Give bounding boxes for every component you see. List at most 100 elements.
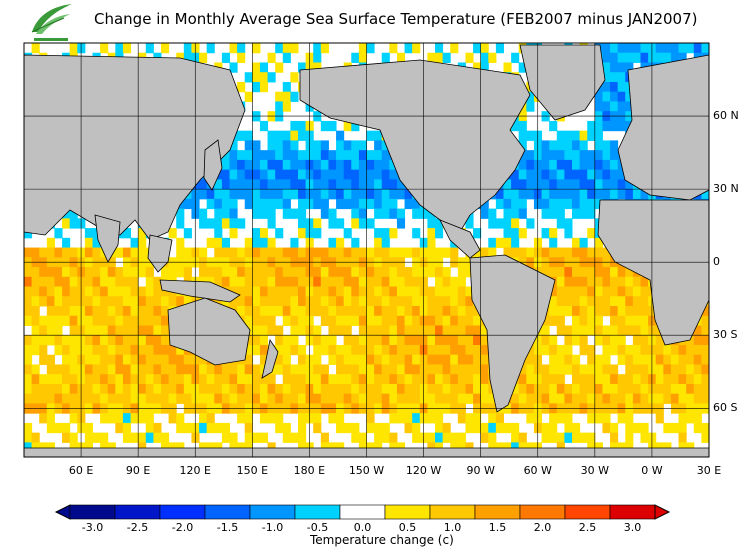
sst-cell bbox=[701, 43, 709, 54]
sst-cell bbox=[275, 159, 284, 171]
sst-cell bbox=[625, 62, 634, 73]
sst-cell bbox=[610, 335, 619, 346]
sst-cell bbox=[252, 374, 261, 385]
sst-cell bbox=[336, 422, 345, 434]
sst-cell bbox=[655, 52, 664, 63]
sst-cell bbox=[259, 247, 269, 258]
sst-cell bbox=[412, 43, 421, 54]
sst-cell bbox=[298, 432, 307, 443]
latitude-label: 0 bbox=[713, 255, 720, 269]
sst-cell bbox=[640, 325, 649, 336]
sst-cell bbox=[100, 335, 109, 346]
sst-cell bbox=[138, 335, 147, 346]
sst-cell bbox=[617, 393, 626, 404]
sst-cell bbox=[412, 422, 421, 434]
colorbar-swatch bbox=[429, 504, 476, 520]
sst-cell bbox=[54, 422, 63, 434]
sst-cell bbox=[130, 296, 139, 307]
sst-cell bbox=[457, 315, 466, 326]
sst-cell bbox=[229, 140, 238, 151]
sst-cell bbox=[183, 198, 192, 210]
sst-cell bbox=[358, 286, 367, 297]
sst-cell bbox=[640, 432, 649, 443]
sst-cell bbox=[153, 432, 162, 443]
sst-cell bbox=[244, 198, 253, 210]
sst-cell bbox=[427, 218, 436, 229]
sst-cell bbox=[31, 247, 40, 258]
sst-cell bbox=[572, 383, 581, 395]
sst-cell bbox=[206, 189, 215, 200]
sst-cell bbox=[107, 442, 116, 453]
sst-cell bbox=[602, 62, 611, 73]
sst-cell bbox=[381, 354, 390, 365]
sst-cell bbox=[374, 169, 383, 180]
sst-cell bbox=[237, 296, 246, 307]
sst-cell bbox=[602, 335, 611, 346]
sst-cell bbox=[381, 315, 390, 326]
colorbar-swatch bbox=[519, 504, 566, 520]
sst-cell bbox=[115, 344, 124, 356]
sst-cell bbox=[31, 344, 40, 356]
sst-cell bbox=[206, 198, 215, 210]
sst-cell bbox=[632, 189, 641, 200]
sst-cell bbox=[328, 315, 337, 326]
sst-cell bbox=[290, 286, 299, 297]
sst-cell bbox=[541, 159, 550, 171]
sst-cell bbox=[564, 432, 573, 443]
sst-cell bbox=[427, 344, 436, 356]
sst-cell bbox=[183, 296, 192, 307]
sst-cell bbox=[374, 198, 383, 210]
sst-cell bbox=[229, 267, 238, 278]
sst-cell bbox=[62, 237, 71, 249]
sst-cell bbox=[145, 306, 154, 317]
latitude-label: 60 N bbox=[713, 109, 739, 123]
sst-cell bbox=[556, 325, 565, 336]
sst-cell bbox=[313, 354, 322, 365]
sst-cell bbox=[556, 286, 565, 297]
sst-cell bbox=[480, 374, 489, 385]
sst-cell bbox=[313, 364, 322, 375]
sst-cell bbox=[374, 179, 383, 190]
sst-cell bbox=[161, 306, 170, 317]
sst-cell bbox=[282, 315, 291, 326]
sst-cell bbox=[366, 276, 375, 288]
sst-cell bbox=[526, 91, 535, 102]
sst-cell bbox=[610, 140, 619, 151]
sst-cell bbox=[313, 276, 322, 288]
sst-cell bbox=[282, 179, 291, 190]
sst-cell bbox=[572, 208, 581, 219]
sst-cell bbox=[541, 393, 550, 404]
sst-cell bbox=[632, 344, 641, 356]
sst-cell bbox=[473, 43, 482, 54]
sst-cell bbox=[435, 335, 444, 346]
sst-cell bbox=[457, 383, 466, 395]
sst-cell bbox=[122, 296, 132, 307]
sst-cell bbox=[46, 413, 55, 424]
sst-cell bbox=[69, 374, 78, 385]
sst-cell bbox=[252, 364, 261, 375]
sst-cell bbox=[84, 432, 93, 443]
sst-cell bbox=[541, 383, 550, 395]
sst-cell bbox=[389, 315, 398, 326]
sst-cell bbox=[328, 218, 337, 229]
sst-cell bbox=[526, 169, 535, 180]
sst-cell bbox=[427, 354, 436, 365]
sst-cell bbox=[526, 354, 535, 365]
sst-cell bbox=[168, 228, 177, 239]
sst-cell bbox=[69, 247, 78, 258]
sst-cell bbox=[282, 150, 291, 161]
sst-cell bbox=[343, 383, 352, 395]
sst-cell bbox=[282, 247, 291, 258]
sst-cell bbox=[518, 364, 527, 375]
sst-cell bbox=[282, 101, 291, 112]
sst-cell bbox=[450, 364, 459, 375]
sst-cell bbox=[343, 159, 352, 171]
sst-cell bbox=[617, 52, 626, 63]
sst-cell bbox=[389, 296, 398, 307]
sst-cell bbox=[488, 237, 497, 249]
sst-cell bbox=[480, 393, 489, 404]
sst-cell bbox=[92, 267, 101, 278]
sst-cell bbox=[374, 393, 383, 404]
sst-cell bbox=[122, 344, 132, 356]
sst-cell bbox=[24, 344, 33, 356]
